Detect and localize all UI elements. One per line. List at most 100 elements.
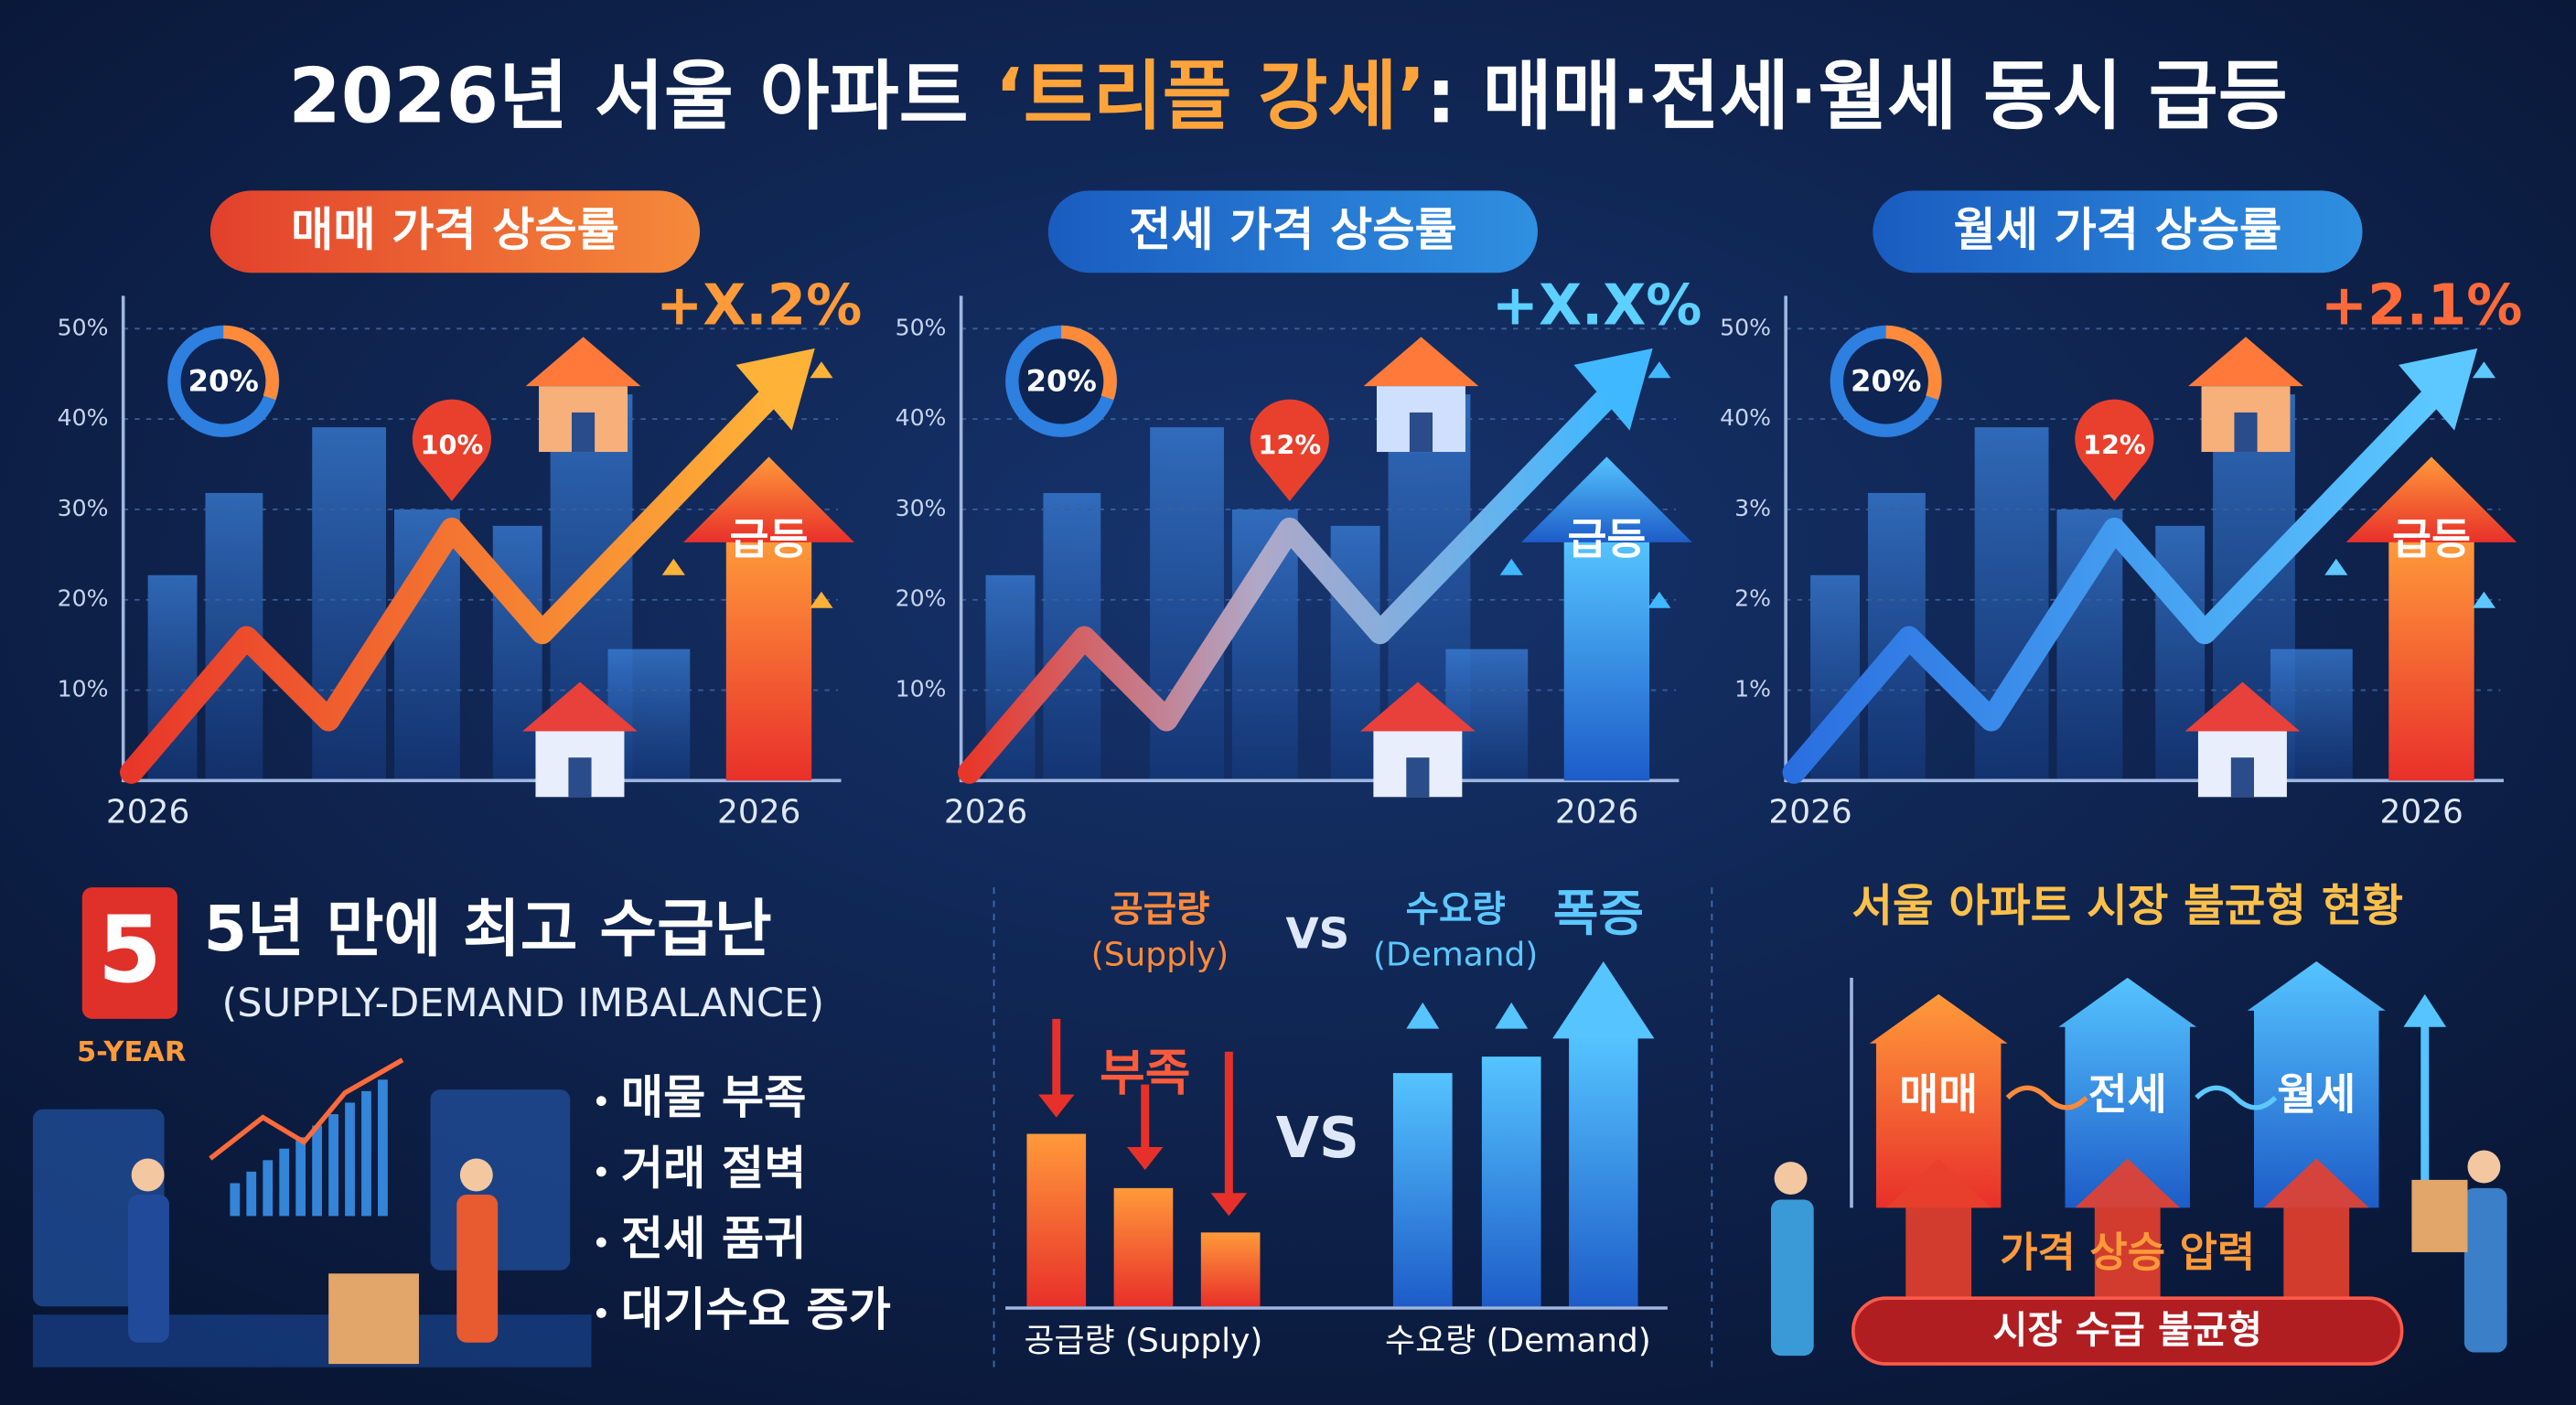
surge-label: 폭증	[1553, 885, 1644, 942]
title-part: 2026년 서울 아파트	[288, 53, 994, 141]
building	[492, 525, 542, 781]
title-highlight: ‘트리플 강세’	[994, 53, 1425, 141]
person-head	[131, 1158, 165, 1192]
house-roof	[2188, 337, 2303, 387]
small-arrow-head	[810, 591, 833, 608]
up-arrow-head	[2403, 993, 2447, 1027]
link	[2195, 1085, 2278, 1110]
bullet: 대기수요 증가	[621, 1282, 891, 1336]
small-arrow-head	[1499, 558, 1523, 575]
small-arrow-head	[1648, 361, 1671, 379]
donut-label: 20%	[1851, 364, 1921, 399]
bottom-section: 5 5-YEAR 5년 만에 최고 수급난 (SUPPLY-DEMAND IMBALA…	[32, 880, 2507, 1367]
building	[1330, 525, 1380, 781]
supply-label-en: (Supply)	[1091, 937, 1229, 974]
box	[2411, 1179, 2468, 1252]
panel-header: 월세 가격 상승률	[1954, 203, 2282, 257]
small-arrow-head	[810, 361, 833, 379]
y-tick-label: 20%	[58, 585, 109, 612]
bullet-dot	[596, 1237, 606, 1248]
supply-bar	[1200, 1232, 1261, 1307]
down-arrow-head	[1210, 1193, 1248, 1217]
trend-line	[1782, 382, 2447, 784]
small-arrow-head	[2472, 591, 2496, 608]
y-tick-label: 40%	[896, 404, 947, 431]
chart-panel: 매매 가격 상승률 50% 40% 30% 20% 10% 급등 20% 10% +X.2% 202…	[58, 190, 862, 831]
panels: 매매 가격 상승률 50% 40% 30% 20% 10% 급등 20% 10% +X.2% 202…	[58, 190, 2522, 831]
market-arrow	[2058, 977, 2197, 1208]
person-head	[459, 1158, 493, 1192]
deco-bar	[295, 1137, 306, 1217]
trend-line	[120, 382, 784, 784]
shortage-subheading: (SUPPLY-DEMAND IMBALANCE)	[221, 981, 824, 1026]
deco-bar	[263, 1160, 274, 1217]
pressure-label: 가격 상승 압력	[2000, 1228, 2255, 1277]
header-pill	[1873, 190, 2363, 273]
surge-arrow-body	[1563, 539, 1650, 781]
small-arrow-head	[2324, 558, 2348, 575]
person-body	[2463, 1187, 2507, 1353]
y-tick-label: 2%	[1734, 585, 1771, 612]
surge-arrow-head	[683, 456, 854, 542]
surge-arrow-head	[1521, 456, 1692, 542]
surge-arrow-head	[2345, 456, 2517, 542]
floor	[32, 1314, 592, 1367]
y-tick-label: 30%	[58, 495, 109, 521]
y-tick-label: 10%	[896, 676, 947, 702]
bullet-dot	[596, 1308, 606, 1318]
pin-label: 12%	[1258, 430, 1321, 461]
supply-bar	[1026, 1133, 1087, 1307]
deco-bar	[345, 1102, 355, 1217]
shortage-heading: 5년 만에 최고 수급난	[204, 894, 772, 966]
demand-label: 수요량	[1406, 889, 1506, 931]
small-arrow-head	[1648, 591, 1671, 608]
bullet-dot	[596, 1096, 606, 1107]
pressure-arrow	[2075, 1158, 2181, 1299]
house-door	[2230, 757, 2254, 798]
panel-header: 전세 가격 상승률	[1129, 203, 1457, 257]
y-tick-label: 3%	[1734, 495, 1771, 521]
donut-label: 20%	[1025, 364, 1096, 399]
person-body	[1771, 1199, 1814, 1357]
donut-segment	[1885, 325, 1942, 401]
y-tick-label: 1%	[1734, 676, 1771, 702]
deco-bar	[328, 1114, 338, 1217]
demand-bar	[1569, 1035, 1638, 1307]
pressure-arrow	[2263, 1158, 2369, 1299]
house-roof	[1363, 337, 1479, 387]
bullet: 전세 품귀	[621, 1212, 807, 1266]
deco-bar	[230, 1183, 241, 1217]
x-label: 2026	[106, 793, 189, 831]
market-arrow-label: 전세	[2088, 1071, 2167, 1121]
chart-panel: 전세 가격 상승률 50% 40% 30% 20% 10% 급등 20% 12% +X.X% 202…	[896, 190, 1702, 831]
change-label: +X.X%	[1492, 273, 1702, 338]
house-door	[1406, 757, 1430, 798]
title-part: : 매매·전세·월세 동시 급등	[1426, 53, 2288, 141]
bullet: 거래 절벽	[621, 1141, 807, 1195]
small-arrow-head	[2472, 361, 2496, 379]
x-label: 2026	[1768, 793, 1852, 831]
y-tick-label: 50%	[896, 314, 947, 340]
deco-bar	[246, 1171, 257, 1217]
up-arrow-head	[1495, 1002, 1529, 1029]
x-label: 2026	[717, 793, 800, 831]
surge-label: 급등	[1567, 515, 1646, 564]
y-tick-label: 50%	[1720, 314, 1771, 340]
imbalance-title: 서울 아파트 시장 불균형 현황	[1852, 880, 2403, 931]
surge-label: 급등	[2392, 515, 2471, 564]
house-roof	[525, 337, 641, 387]
house-roof	[522, 681, 638, 732]
surge-arrow-body	[725, 539, 812, 781]
y-tick-label: 40%	[1720, 404, 1771, 431]
demand-bar	[1392, 1073, 1453, 1307]
footer-pill	[1852, 1296, 2404, 1366]
deco-bar	[312, 1125, 322, 1217]
up-arrow-head	[1406, 1002, 1440, 1029]
vs-label: VS	[1276, 1106, 1359, 1171]
house-door	[1409, 412, 1433, 453]
deco-bar	[361, 1090, 371, 1217]
market-arrow	[2247, 960, 2386, 1208]
header-pill	[209, 190, 701, 273]
